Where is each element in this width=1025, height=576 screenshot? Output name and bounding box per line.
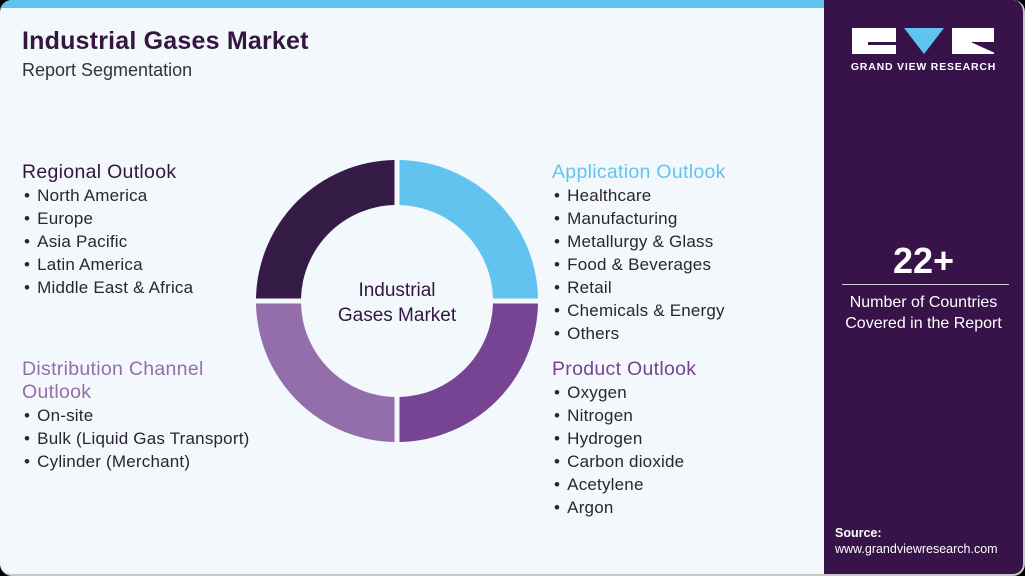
list-item: Cylinder (Merchant) (22, 450, 249, 473)
page-subtitle: Report Segmentation (22, 60, 193, 80)
stat-divider (842, 284, 1009, 285)
distribution-outlook-title-line1: Distribution Channel (22, 358, 204, 380)
list-item: Healthcare (552, 184, 726, 207)
source-label: Source: (835, 526, 882, 540)
source-url: www.grandviewresearch.com (835, 542, 998, 556)
stat-label-line1: Number of Countries (849, 294, 998, 311)
list-item: Chemicals & Energy (552, 299, 726, 322)
list-item: Argon (552, 496, 696, 519)
donut-center-line1: Industrial (358, 280, 436, 301)
list-item: Latin America (22, 253, 193, 276)
application-outlook-title: Application Outlook (552, 161, 726, 183)
list-item: Others (552, 322, 726, 345)
stat-label-line2: Covered in the Report (845, 315, 1002, 332)
donut-center-line2: Gases Market (337, 305, 457, 326)
regional-outlook-section: Regional Outlook North America Europe As… (22, 161, 193, 299)
list-item: Carbon dioxide (552, 450, 696, 473)
regional-outlook-title: Regional Outlook (22, 161, 177, 183)
donut-segment-distribution (256, 303, 395, 442)
sidebar-panel (824, 0, 1023, 574)
list-item: Europe (22, 207, 193, 230)
brand-name: GRAND VIEW RESEARCH (850, 61, 997, 73)
segmentation-donut-chart (256, 160, 538, 442)
list-item: Acetylene (552, 473, 696, 496)
distribution-outlook-list: On-site Bulk (Liquid Gas Transport) Cyli… (22, 404, 249, 473)
distribution-channel-outlook-section: Distribution Channel Outlook On-site Bul… (22, 358, 249, 473)
stat-label: Number of Countries Covered in the Repor… (824, 292, 1023, 334)
product-outlook-list: Oxygen Nitrogen Hydrogen Carbon dioxide … (552, 381, 696, 519)
list-item: Bulk (Liquid Gas Transport) (22, 427, 249, 450)
donut-segment-application (399, 160, 538, 299)
top-accent-bar (0, 0, 824, 8)
product-outlook-section: Product Outlook Oxygen Nitrogen Hydrogen… (552, 358, 696, 519)
application-outlook-list: Healthcare Manufacturing Metallurgy & Gl… (552, 184, 726, 345)
list-item: Nitrogen (552, 404, 696, 427)
list-item: On-site (22, 404, 249, 427)
donut-center-label: Industrial Gases Market (297, 278, 497, 328)
list-item: Metallurgy & Glass (552, 230, 726, 253)
list-item: Food & Beverages (552, 253, 726, 276)
list-item: Asia Pacific (22, 230, 193, 253)
distribution-outlook-title-line2: Outlook (22, 381, 92, 403)
list-item: Retail (552, 276, 726, 299)
list-item: Hydrogen (552, 427, 696, 450)
list-item: Middle East & Africa (22, 276, 193, 299)
application-outlook-section: Application Outlook Healthcare Manufactu… (552, 161, 726, 345)
donut-segment-regional (256, 160, 395, 299)
donut-segment-product (399, 303, 538, 442)
list-item: North America (22, 184, 193, 207)
gvr-logo-icon (852, 28, 995, 54)
list-item: Oxygen (552, 381, 696, 404)
list-item: Manufacturing (552, 207, 726, 230)
product-outlook-title: Product Outlook (552, 358, 697, 380)
page-title: Industrial Gases Market (22, 27, 309, 55)
regional-outlook-list: North America Europe Asia Pacific Latin … (22, 184, 193, 299)
stat-value: 22+ (892, 240, 955, 281)
